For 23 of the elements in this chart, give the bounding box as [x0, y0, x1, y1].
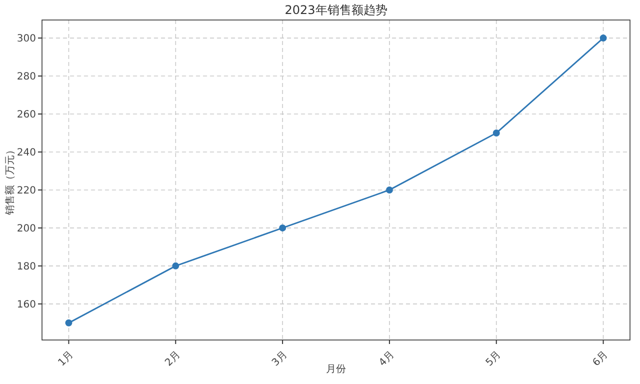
y-tick-label: 260: [16, 110, 36, 121]
y-tick-label: 240: [16, 147, 36, 158]
y-tick-label: 180: [16, 261, 36, 272]
y-tick-label: 160: [16, 299, 36, 310]
x-tick-label: 6月: [590, 349, 610, 369]
x-tick-label: 4月: [377, 349, 397, 369]
point: [172, 262, 180, 270]
x-axis-title: 月份: [326, 364, 346, 375]
chart-title: 2023年销售额趋势: [284, 3, 388, 17]
point: [65, 319, 72, 326]
x-tick-label: 3月: [270, 349, 290, 369]
point: [386, 186, 393, 194]
y-axis-title: 销售额（万元）: [4, 145, 16, 216]
x-tick-label: 1月: [56, 349, 76, 369]
point: [492, 129, 500, 136]
y-tick-label: 300: [16, 34, 36, 45]
point: [600, 34, 607, 42]
x-tick-label: 2月: [163, 349, 183, 369]
y-tick-label: 200: [16, 223, 36, 234]
y-tick-label: 280: [16, 72, 36, 83]
y-tick-label: 220: [16, 185, 36, 196]
x-tick-label: 5月: [484, 349, 504, 369]
point: [279, 224, 286, 232]
